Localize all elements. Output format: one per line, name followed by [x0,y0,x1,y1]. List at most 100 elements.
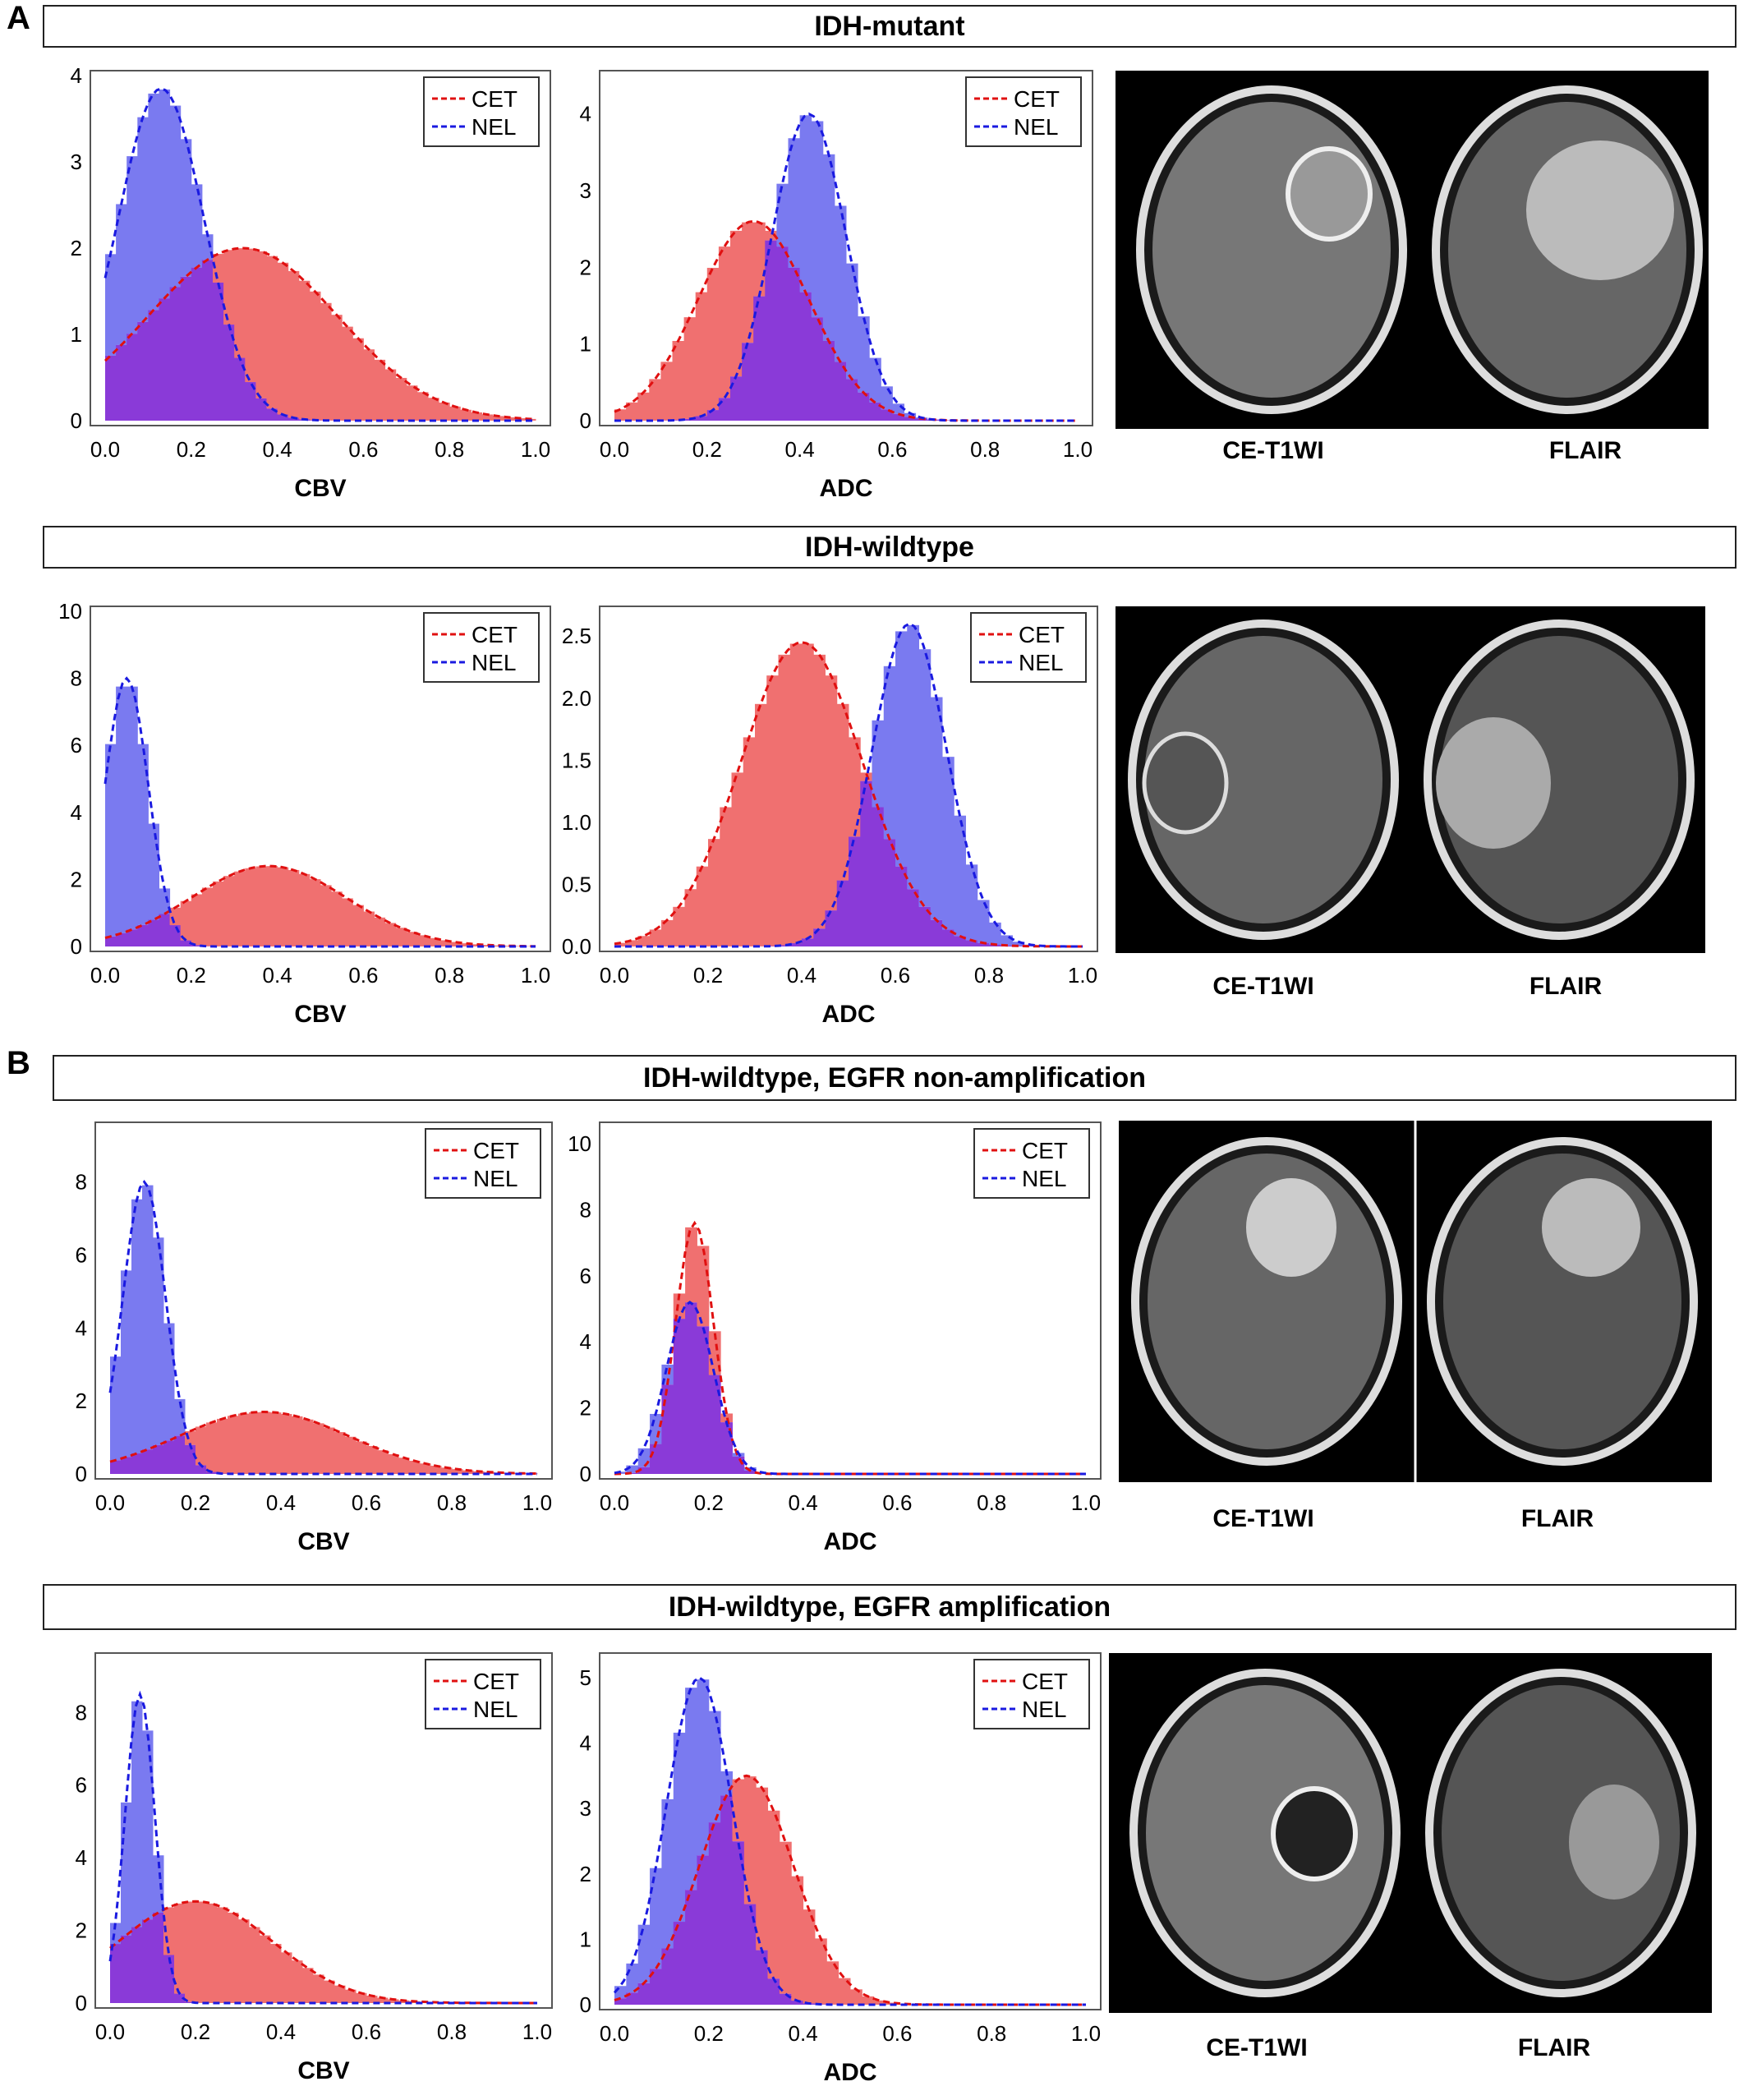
y-tick-label: 3 [580,178,591,203]
histogram-bar [802,643,814,938]
histogram-bar [789,138,801,268]
mri-caption-ce-t1wi: CE-T1WI [1150,437,1396,465]
y-tick-label: 4 [580,1329,591,1354]
y-tick-label: 0 [76,1991,87,2015]
histogram-bar-overlap [159,298,171,421]
mri-caption-flair: FLAIR [1442,973,1689,1001]
x-tick-label: 0.4 [789,1490,818,1515]
histogram-bar-overlap [685,1890,697,2005]
histogram-bar [137,117,149,322]
histogram-bar [661,920,674,946]
histogram-bar [790,643,803,943]
x-axis-label: CBV [297,2057,349,2084]
histogram-bar [650,1414,662,1444]
histogram-bar [743,737,756,946]
histogram-bar-overlap [756,1950,768,2005]
histogram-bar [766,675,779,946]
histogram-bar [352,905,364,946]
histogram-bar [342,898,353,946]
y-tick-label: 8 [71,666,82,691]
histogram-bar-overlap [789,268,801,421]
y-tick-label: 2.0 [562,686,591,711]
x-tick-label: 1.0 [521,963,550,988]
histogram-bar [126,156,138,334]
y-tick-label: 10 [568,1131,591,1156]
x-tick-label: 0.6 [877,437,907,462]
histogram-bar-overlap [895,867,908,946]
row-title-idh-mutant: IDH-mutant [43,5,1736,48]
histogram-bar [638,1925,651,1983]
x-tick-label: 1.0 [522,2019,552,2044]
histogram-bar [803,1909,816,2003]
histogram-bar [267,256,278,409]
x-tick-label: 0.2 [181,2019,210,2044]
histogram-bar-overlap [884,839,896,946]
histogram-bar [217,1907,228,2003]
legend-label: CET [1014,86,1060,112]
y-tick-label: 0 [76,1462,87,1486]
histogram-bar-overlap [800,292,812,421]
histogram-bar [206,1904,218,2003]
x-tick-label: 1.0 [1063,437,1092,462]
histogram-bar-overlap [142,1919,154,2003]
histogram-bar [223,250,235,325]
y-tick-label: 2 [76,1388,87,1413]
x-tick-label: 0.2 [181,1490,210,1515]
histogram-bar [324,1428,335,1474]
histogram-bar [637,393,650,421]
y-tick-label: 0 [71,934,82,959]
y-tick-label: 6 [71,733,82,758]
histogram-bar [142,1186,154,1450]
x-tick-label: 0.6 [348,437,378,462]
x-tick-label: 0.4 [263,437,292,462]
x-tick-label: 0.4 [785,437,815,462]
x-tick-label: 0.6 [352,2019,381,2044]
mri-panel-row2 [1116,606,1705,953]
histogram-bar [267,866,278,946]
histogram-bar [837,704,849,881]
histogram-bar [148,94,159,311]
histogram-bar-overlap [116,345,127,421]
legend-label: NEL [473,1697,518,1722]
legend-label: NEL [1019,650,1063,675]
histogram-bar [363,349,375,421]
histogram-bar [674,1733,686,1922]
histogram-bar [753,223,766,297]
y-tick-label: 2 [580,255,591,279]
histogram-bar [260,1936,271,2003]
histogram-bar [366,1446,378,1474]
y-tick-label: 2 [580,1862,591,1886]
histogram-bar [375,360,386,421]
histogram-bar-overlap [650,1444,662,1474]
mri-caption-flair: FLAIR [1431,2034,1677,2062]
y-tick-label: 2.5 [562,624,591,648]
histogram-bar [460,410,472,421]
histogram-bar [858,316,870,393]
x-tick-label: 0.0 [600,2021,629,2046]
histogram-bar-overlap [780,1994,792,2005]
histogram-bar [730,231,743,376]
histogram-bar [255,251,267,398]
histogram-bar-overlap [709,1822,721,2005]
y-tick-label: 1 [71,322,82,347]
histogram-bar [697,1679,709,1855]
x-axis-label: CBV [297,1528,349,1555]
histogram-bar [217,1419,228,1474]
histogram-bar [776,184,789,246]
histogram-bar [131,1200,143,1453]
x-axis-label: CBV [294,475,346,502]
histogram-bar [299,281,310,420]
histogram-bar-overlap [121,1457,132,1474]
histogram-bar [105,254,117,356]
histogram-bar [196,1902,207,2003]
histogram-bar [356,1993,367,2003]
histogram-bar [121,1803,132,1936]
histogram-bar [826,675,838,910]
histogram-bar [334,1432,346,1474]
x-tick-label: 0.4 [789,2021,818,2046]
histogram-bar [417,392,429,421]
legend-label: NEL [472,650,516,675]
x-tick-label: 0.8 [437,2019,467,2044]
